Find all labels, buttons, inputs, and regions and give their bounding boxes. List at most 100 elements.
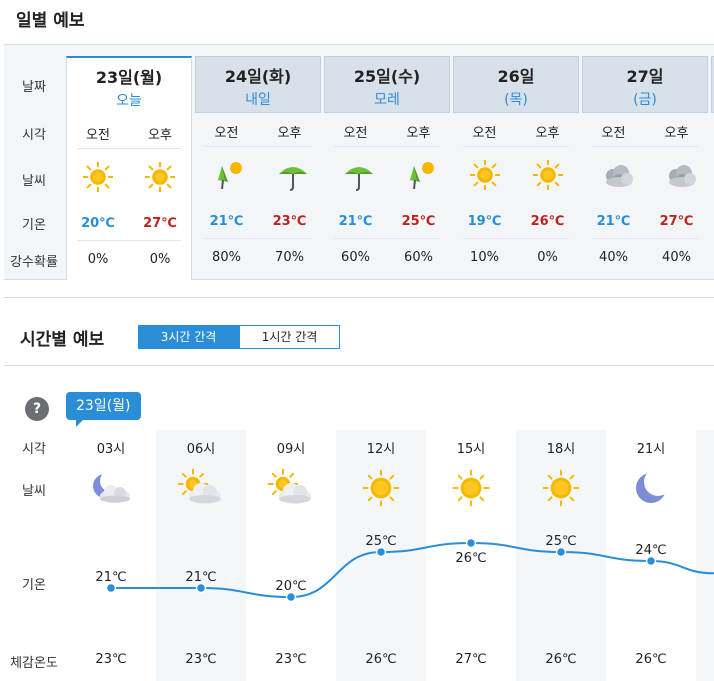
temperature-point [195, 582, 207, 594]
hour-time: 15시 [456, 442, 486, 457]
umbrella-icon [341, 160, 373, 191]
sun-icon [451, 468, 491, 512]
day-sub: 내일 [245, 92, 271, 108]
am-label: 오전 [343, 126, 368, 141]
hour-time: 09시 [276, 442, 306, 457]
temperature-line [110, 541, 714, 599]
row-label-time: 시각 [22, 128, 46, 143]
hour-time: 21시 [636, 442, 666, 457]
sun-cloud-icon [267, 468, 315, 512]
moon-icon [629, 468, 673, 512]
temperature-label: 26℃ [455, 551, 486, 566]
am-label: 오전 [214, 126, 239, 141]
hourly-forecast-title: 시간별 예보 [20, 330, 105, 350]
day-column: 25일(수) 모레 오전 오후 21℃ 25℃ 60% 60% [324, 56, 450, 280]
hour-column: 06시 23℃ [156, 430, 246, 681]
hourly-row-label-feels: 체감온도 [10, 656, 58, 671]
day-header[interactable]: 25일(수) 모레 [324, 56, 450, 113]
daily-forecast-title: 일별 예보 [16, 11, 85, 31]
day-header[interactable]: 23일(월) 오늘 [67, 58, 191, 115]
hour-time: 03시 [96, 442, 126, 457]
sun-icon [468, 159, 501, 191]
am-label: 오전 [86, 128, 110, 143]
day-column: 23일(월) 오늘 오전 오후 20℃ 27℃ 0% 0% [66, 56, 192, 280]
low-temp: 19℃ [467, 214, 502, 229]
hourly-row-label-weather: 날씨 [22, 484, 46, 499]
umbrella-sun-icon [404, 160, 434, 190]
hour-time: 12시 [366, 442, 396, 457]
cloud-icon [599, 160, 633, 190]
am-label: 오전 [472, 126, 497, 141]
date-badge: 23일(월) [66, 392, 141, 427]
sun-icon [531, 159, 564, 191]
high-temp: 27℃ [143, 216, 177, 231]
sun-cloud-icon [177, 468, 225, 512]
temperature-label: 21℃ [185, 570, 216, 585]
hour-column: 15시 27℃ [426, 430, 516, 681]
temperature-label: 25℃ [365, 534, 396, 549]
am-precip: 10% [470, 250, 499, 265]
feels-like-temp: 23℃ [185, 652, 217, 667]
high-temp: 23℃ [272, 214, 307, 229]
sun-icon [541, 468, 581, 512]
day-column: 26일 (목) 오전 오후 19℃ 26℃ 10% 0% [453, 56, 579, 280]
day-date: 24일(화) [224, 67, 292, 86]
temperature-label: 21℃ [95, 570, 126, 585]
temperature-point [555, 546, 567, 558]
day-column: 27일 (금) 오전 오후 21℃ 27℃ 40% 40% [582, 56, 708, 280]
am-precip: 60% [341, 250, 370, 265]
hour-column: 03시 23℃ [66, 430, 156, 681]
day-date: 27일 [626, 67, 664, 86]
temperature-point [465, 537, 477, 549]
feels-like-temp: 26℃ [545, 652, 577, 667]
temperature-point [105, 582, 117, 594]
hour-time: 18시 [546, 442, 576, 457]
low-temp: 20℃ [81, 216, 115, 231]
pm-label: 오후 [406, 126, 431, 141]
day-date: 26일 [497, 67, 535, 86]
pm-label: 오후 [535, 126, 560, 141]
day-sub: 모레 [374, 92, 400, 108]
hour-column: 09시 23℃ [246, 430, 336, 681]
day-sub: 오늘 [116, 93, 142, 109]
umbrella-sun-icon [212, 160, 242, 190]
temperature-point [285, 591, 297, 603]
moon-cloud-icon [87, 468, 135, 512]
day-column-partial [711, 56, 714, 280]
day-header[interactable]: 24일(화) 내일 [195, 56, 321, 113]
day-date: 23일(월) [95, 68, 163, 87]
am-precip: 80% [212, 250, 241, 265]
high-temp: 25℃ [401, 214, 436, 229]
sun-icon [361, 468, 401, 512]
day-sub: (목) [504, 92, 528, 108]
hour-time: 06시 [186, 442, 216, 457]
low-temp: 21℃ [209, 214, 244, 229]
am-precip: 40% [599, 250, 628, 265]
row-label-precip: 강수확률 [10, 255, 58, 270]
high-temp: 26℃ [530, 214, 565, 229]
day-column: 24일(화) 내일 오전 오후 21℃ 23℃ 80% 70% [195, 56, 321, 280]
umbrella-icon [275, 160, 307, 191]
feels-like-temp: 26℃ [365, 652, 397, 667]
pm-precip: 60% [404, 250, 433, 265]
pm-precip: 0% [537, 250, 558, 265]
row-label-date: 날짜 [22, 80, 46, 95]
pm-precip: 40% [662, 250, 691, 265]
sun-icon [82, 161, 114, 193]
tab-3hour[interactable]: 3시간 간격 [138, 325, 239, 349]
am-precip: 0% [87, 252, 109, 267]
day-header[interactable]: 27일 (금) [582, 56, 708, 113]
pm-label: 오후 [277, 126, 302, 141]
temperature-label: 25℃ [545, 534, 576, 549]
pm-precip: 70% [275, 250, 304, 265]
cloud-icon [662, 160, 696, 190]
tab-1hour[interactable]: 1시간 간격 [239, 325, 340, 349]
hourly-row-label-time: 시각 [22, 442, 46, 457]
sun-icon [144, 161, 176, 193]
temperature-point [645, 555, 657, 567]
help-icon[interactable]: ? [25, 397, 49, 421]
day-header[interactable]: 26일 (목) [453, 56, 579, 113]
feels-like-temp: 26℃ [635, 652, 667, 667]
hour-column: 21시 26℃ [606, 430, 696, 681]
